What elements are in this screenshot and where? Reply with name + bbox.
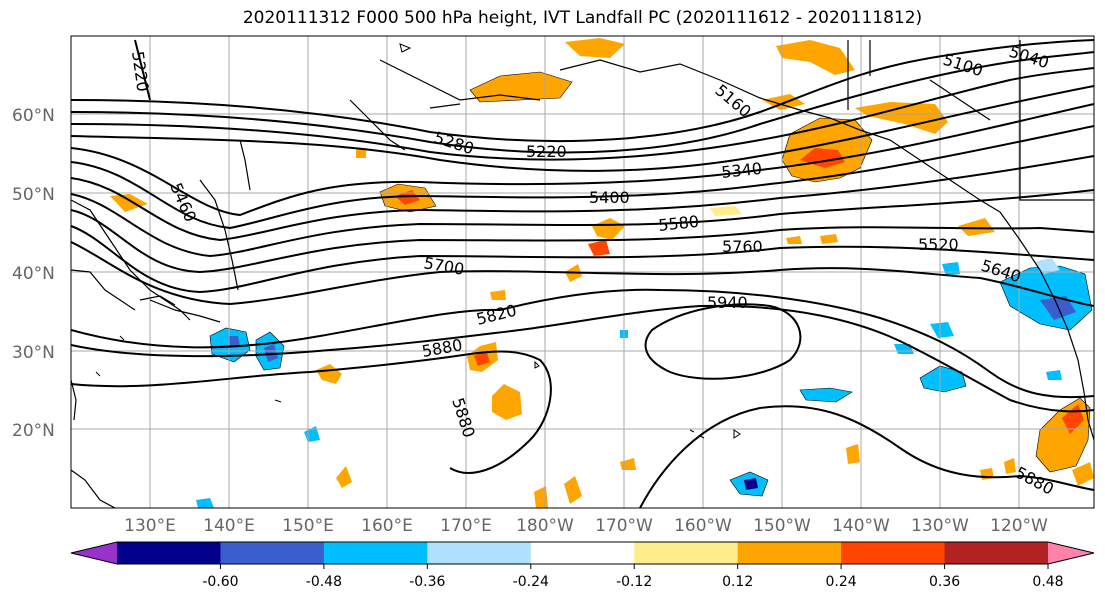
islands — [95, 43, 741, 439]
lon-tick-labels: 130°E 140°E 150°E 160°E 170°E 180°W 170°… — [124, 516, 1048, 536]
contour-label: 5940 — [707, 293, 748, 312]
lat-tick-label: 50°N — [12, 185, 55, 205]
contour-label: 5760 — [722, 237, 763, 256]
map-frame — [70, 35, 1095, 509]
lon-tick-label: 170°W — [595, 516, 653, 536]
colorbar-segment — [841, 542, 946, 564]
lon-tick-label: 140°E — [203, 516, 255, 536]
lat-tick-label: 20°N — [12, 421, 55, 441]
colorbar-tick-label: -0.60 — [202, 574, 238, 590]
lat-tick-label: 30°N — [12, 343, 55, 363]
colorbar-tick-label: -0.24 — [513, 574, 549, 590]
coastlines — [71, 40, 1094, 508]
colorbar-extend-high — [1048, 542, 1094, 564]
colorbar-segment — [427, 542, 532, 564]
lon-tick-label: 160°W — [674, 516, 732, 536]
lat-tick-label: 40°N — [12, 264, 55, 284]
contour-label: 5340 — [720, 159, 762, 182]
contour-label: 5400 — [589, 188, 630, 207]
colorbar-segment — [323, 542, 428, 564]
lon-tick-label: 150°W — [753, 516, 811, 536]
colorbar-tick-label: 0.36 — [929, 574, 960, 590]
lat-tick-labels: 60°N 50°N 40°N 30°N 20°N — [12, 106, 55, 441]
height-contours — [71, 39, 1094, 508]
lon-tick-label: 130°W — [911, 516, 969, 536]
colorbar-tick-label: -0.12 — [616, 574, 652, 590]
lon-tick-label: 160°E — [361, 516, 413, 536]
colorbar-outline — [70, 541, 1095, 565]
colorbar-segment — [220, 542, 325, 564]
colorbar-segment — [737, 542, 842, 564]
lon-tick-label: 130°E — [124, 516, 176, 536]
contour-label: 5520 — [918, 235, 959, 254]
lat-tick-label: 60°N — [12, 106, 55, 126]
lon-tick-label: 180°W — [516, 516, 574, 536]
lon-tick-label: 140°W — [832, 516, 890, 536]
lon-tick-label: 150°E — [282, 516, 334, 536]
colorbar-tick-label: 0.12 — [722, 574, 753, 590]
colorbar-tick-label: -0.48 — [306, 574, 342, 590]
contour-label: 5580 — [657, 212, 699, 235]
colorbar-extend-low — [71, 542, 117, 564]
colorbar-tick-label: 0.24 — [826, 574, 857, 590]
colorbar-segment — [530, 542, 635, 564]
lon-tick-label: 120°W — [990, 516, 1048, 536]
map-title: 2020111312 F000 500 hPa height, IVT Land… — [242, 8, 923, 28]
contour-label: 5220 — [526, 142, 567, 161]
colorbar-tick-label: -0.36 — [409, 574, 445, 590]
colorbar-segment — [117, 542, 221, 564]
ivt-negative-shading — [196, 258, 1093, 508]
colorbar: -0.60 -0.48 -0.36 -0.24 -0.12 0.12 0.24 0.36 0.4… — [70, 541, 1095, 590]
lon-tick-label: 170°E — [440, 516, 492, 536]
colorbar-segment — [634, 542, 739, 564]
colorbar-segment — [944, 542, 1049, 564]
colorbar-tick-label: 0.48 — [1032, 574, 1063, 590]
